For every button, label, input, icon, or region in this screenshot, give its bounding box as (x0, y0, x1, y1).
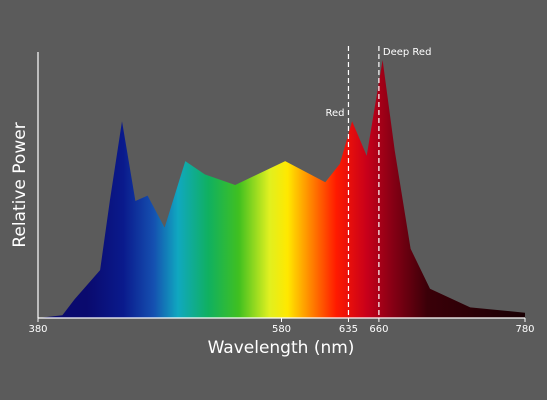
annotation-label: Deep Red (383, 47, 432, 58)
x-tick-label: 780 (515, 324, 534, 335)
x-tick-label: 380 (28, 324, 47, 335)
x-tick-label: 580 (272, 324, 291, 335)
annotation-label: Red (325, 108, 344, 119)
x-tick-label: 635 (339, 324, 358, 335)
y-axis-label: Relative Power (10, 122, 30, 247)
spectrum-area (38, 60, 525, 318)
x-tick-label: 660 (369, 324, 388, 335)
x-axis-label: Wavelength (nm) (208, 338, 355, 358)
